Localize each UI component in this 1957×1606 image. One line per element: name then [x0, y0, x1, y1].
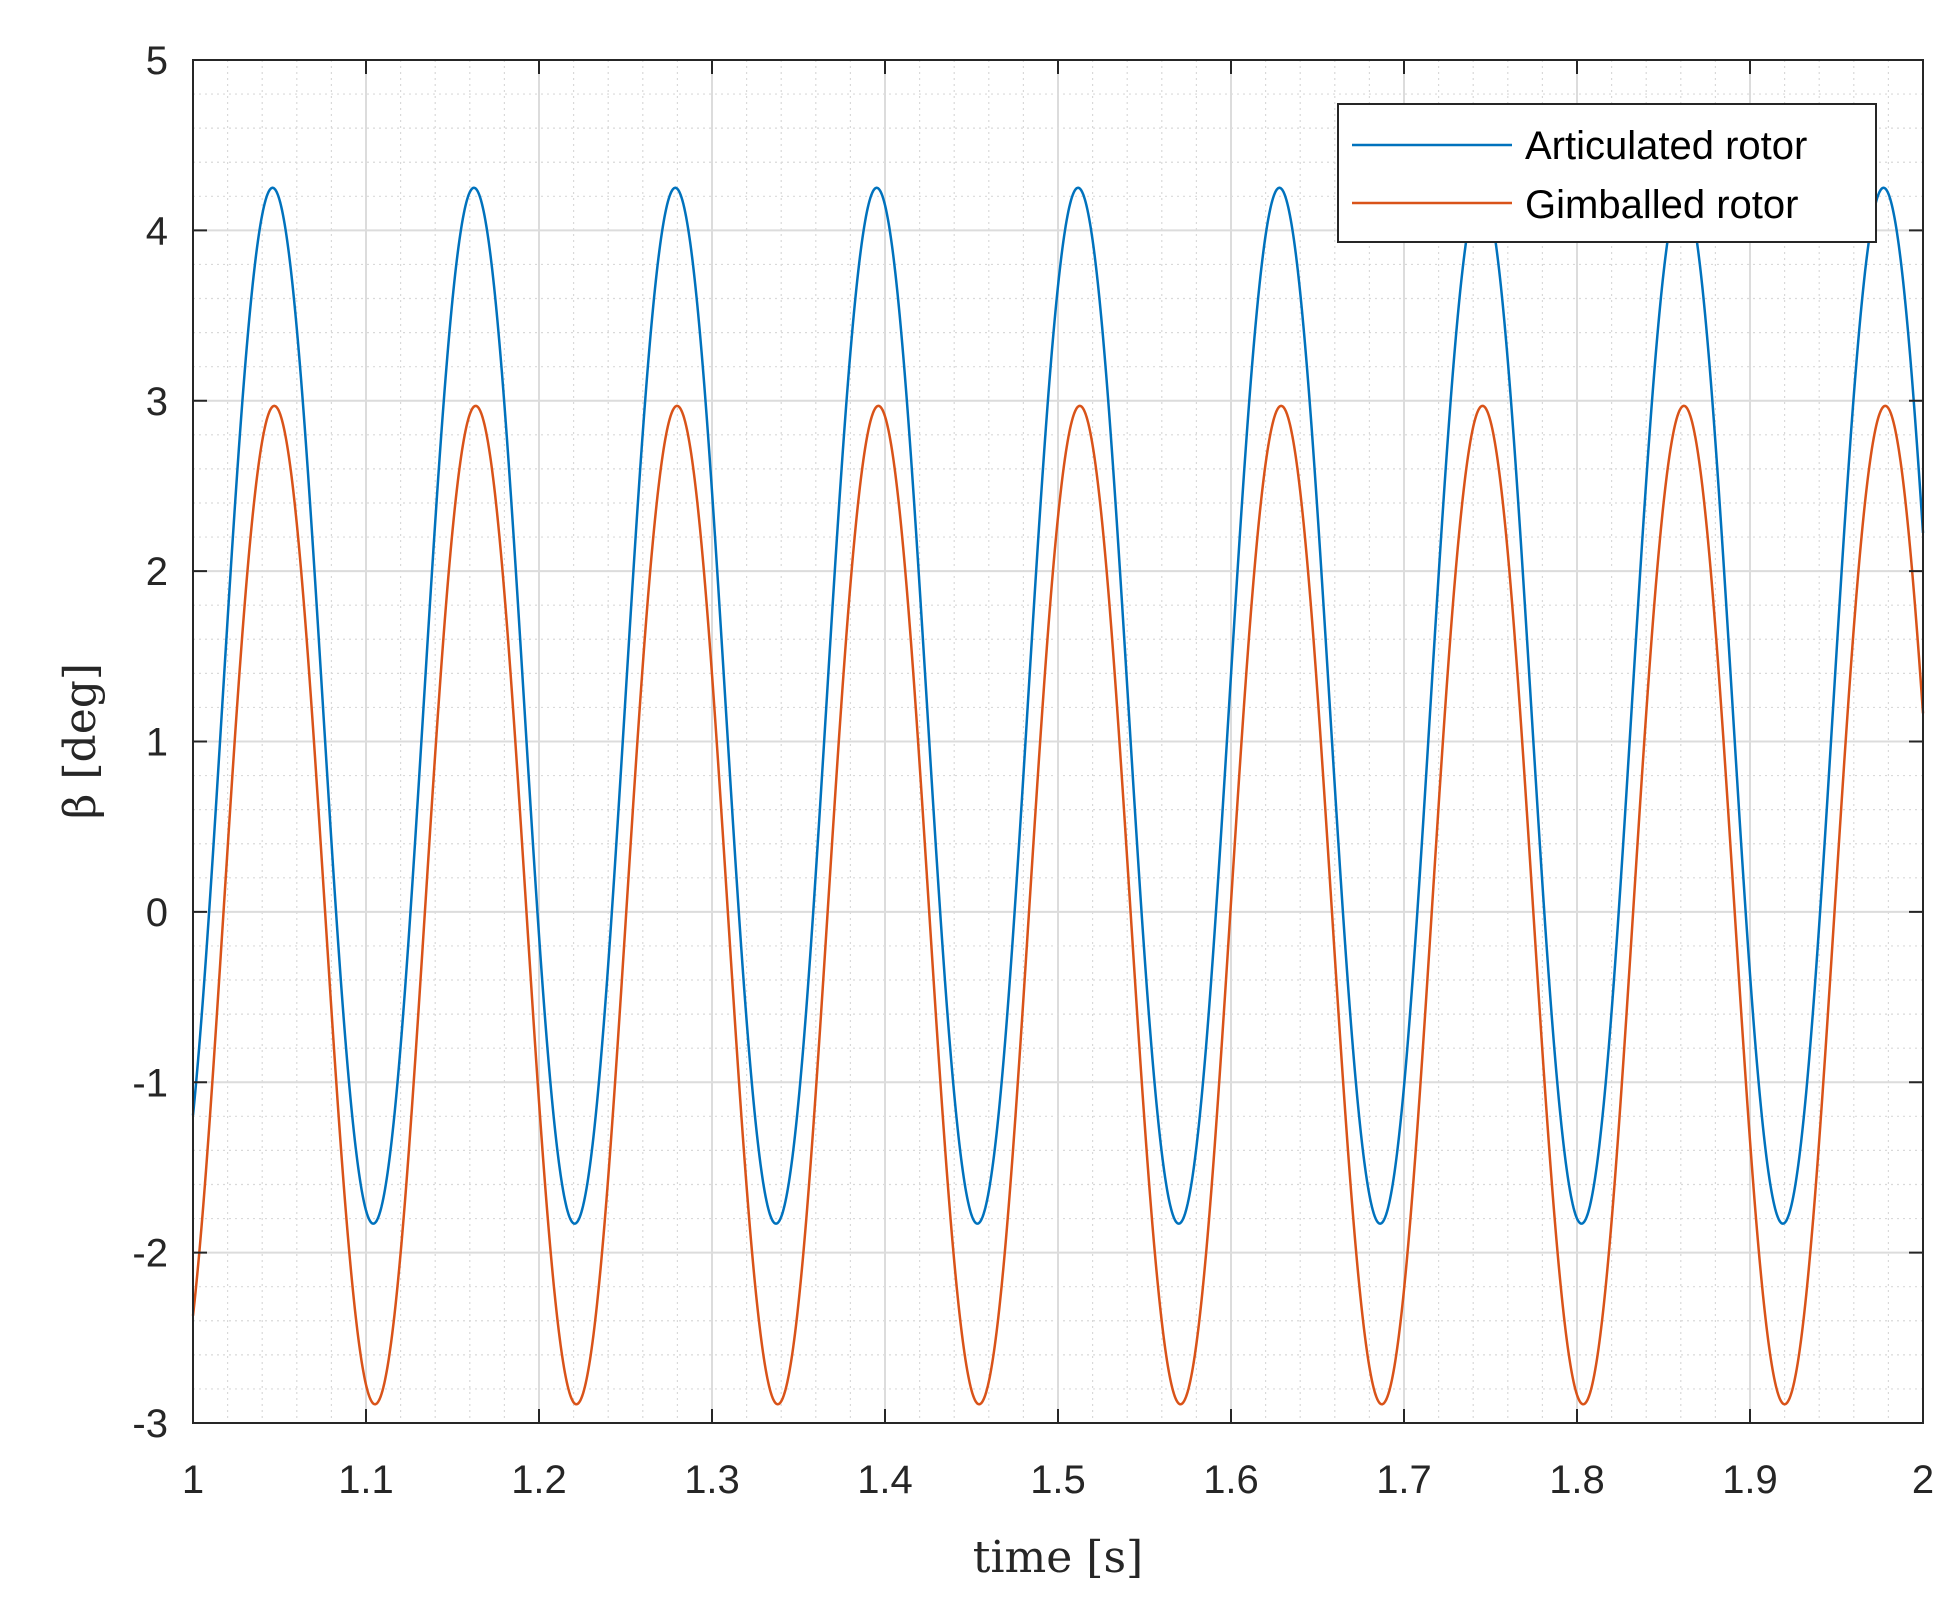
- y-tick-label: -3: [132, 1402, 168, 1446]
- x-tick-label: 1.1: [338, 1458, 394, 1502]
- major-grid: [193, 60, 1923, 1423]
- y-tick-label: -2: [132, 1232, 168, 1276]
- y-axis-title: β [deg]: [55, 663, 106, 819]
- y-tick-label: 3: [146, 380, 168, 424]
- series-line-articulated-rotor: [191, 186, 1925, 1225]
- x-tick-label: 1.3: [684, 1458, 740, 1502]
- y-tick-label: 5: [146, 39, 168, 83]
- series-layer: [191, 186, 1925, 1406]
- y-tick-label: 4: [146, 209, 168, 253]
- x-tick-label: 1.4: [857, 1458, 913, 1502]
- x-tick-label: 2: [1912, 1458, 1934, 1502]
- legend: Articulated rotor Gimballed rotor: [1337, 103, 1877, 243]
- legend-label-gimballed-rotor: Gimballed rotor: [1525, 183, 1798, 227]
- x-tick-label: 1: [182, 1458, 204, 1502]
- x-tick-label: 1.6: [1203, 1458, 1259, 1502]
- tick-marks: [192, 59, 1924, 1424]
- x-tick-label: 1.7: [1376, 1458, 1432, 1502]
- y-tick-label: 2: [146, 550, 168, 594]
- y-tick-label: -1: [132, 1061, 168, 1105]
- x-tick-label: 1.8: [1549, 1458, 1605, 1502]
- series-line-gimballed-rotor: [191, 404, 1925, 1406]
- y-tick-label: 1: [146, 721, 168, 765]
- x-tick-labels: 1 1.1 1.2 1.3 1.4 1.5 1.6 1.7 1.8 1.9 2: [182, 1458, 1934, 1502]
- x-tick-label: 1.5: [1030, 1458, 1086, 1502]
- x-tick-label: 1.2: [511, 1458, 567, 1502]
- y-tick-label: 0: [146, 891, 168, 935]
- legend-box: [1337, 103, 1877, 243]
- legend-label-articulated-rotor: Articulated rotor: [1525, 124, 1807, 168]
- y-tick-labels: -3 -2 -1 0 1 2 3 4 5: [132, 39, 168, 1446]
- x-tick-label: 1.9: [1722, 1458, 1778, 1502]
- x-axis-title: time [s]: [973, 1532, 1143, 1583]
